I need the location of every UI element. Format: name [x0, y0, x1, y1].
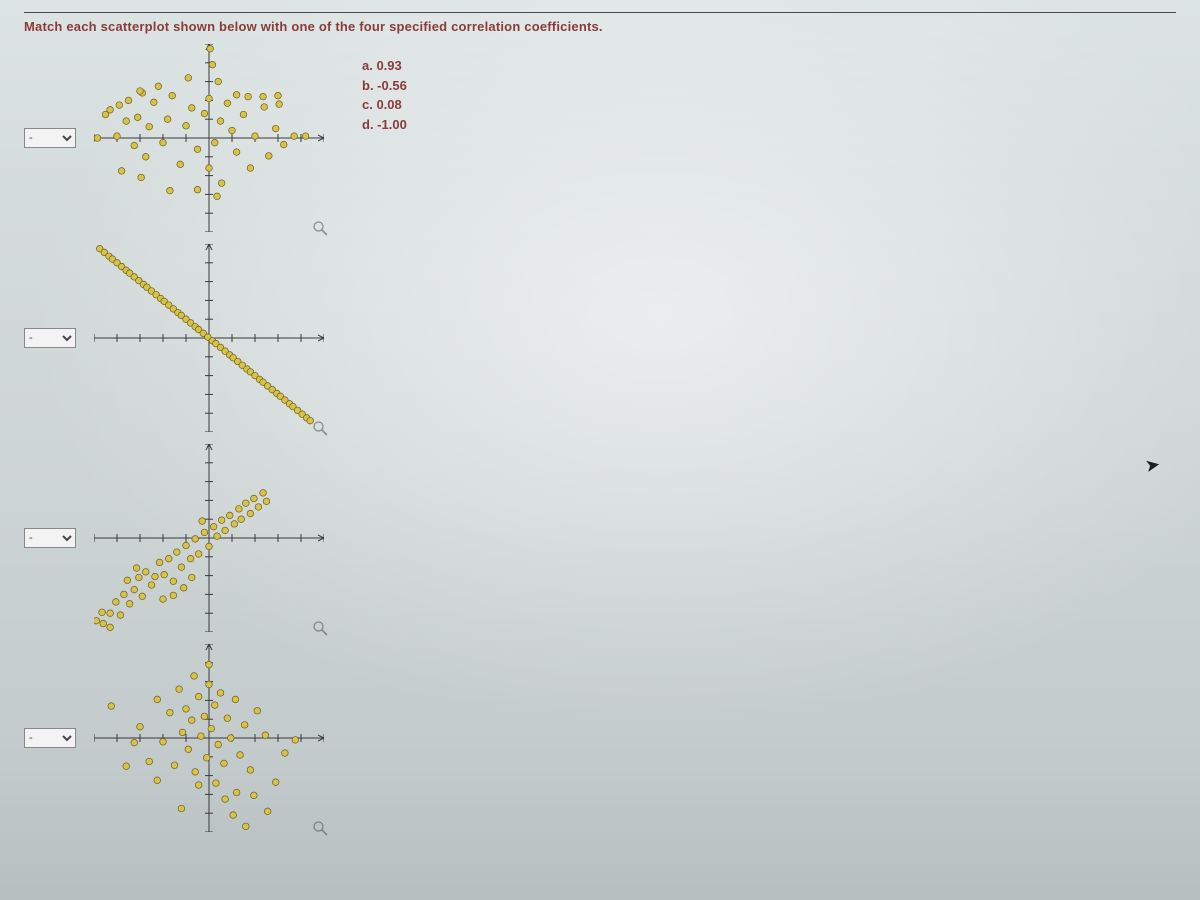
answer-options-list: a. 0.93 b. -0.56 c. 0.08 d. -1.00: [334, 44, 407, 832]
answer-select-3[interactable]: -abcd: [24, 528, 76, 548]
answer-select-2[interactable]: -abcd: [24, 328, 76, 348]
zoom-icon[interactable]: [312, 420, 328, 436]
plots-column: -abcd -abcd -abcd: [24, 44, 324, 832]
plot-row-2: -abcd: [24, 244, 324, 432]
plot-row-3: -abcd: [24, 444, 324, 632]
option-b: b. -0.56: [362, 76, 407, 96]
option-c: c. 0.08: [362, 95, 407, 115]
scatterplot-svg-1: [94, 44, 324, 232]
answer-select-4[interactable]: -abcd: [24, 728, 76, 748]
divider-top: [24, 12, 1176, 13]
zoom-icon[interactable]: [312, 620, 328, 636]
instructions-text: Match each scatterplot shown below with …: [24, 17, 1176, 44]
scatterplot-1: [94, 44, 324, 232]
plot-row-4: -abcd: [24, 644, 324, 832]
scatterplot-2: [94, 244, 324, 432]
zoom-icon[interactable]: [312, 220, 328, 236]
scatterplot-4: [94, 644, 324, 832]
option-a: a. 0.93: [362, 56, 407, 76]
scatterplot-3: [94, 444, 324, 632]
option-d: d. -1.00: [362, 115, 407, 135]
plot-row-1: -abcd: [24, 44, 324, 232]
zoom-icon[interactable]: [312, 820, 328, 836]
answer-select-1[interactable]: -abcd: [24, 128, 76, 148]
scatterplot-svg-2: [94, 244, 324, 432]
scatterplot-svg-4: [94, 644, 324, 832]
scatterplot-svg-3: [94, 444, 324, 632]
